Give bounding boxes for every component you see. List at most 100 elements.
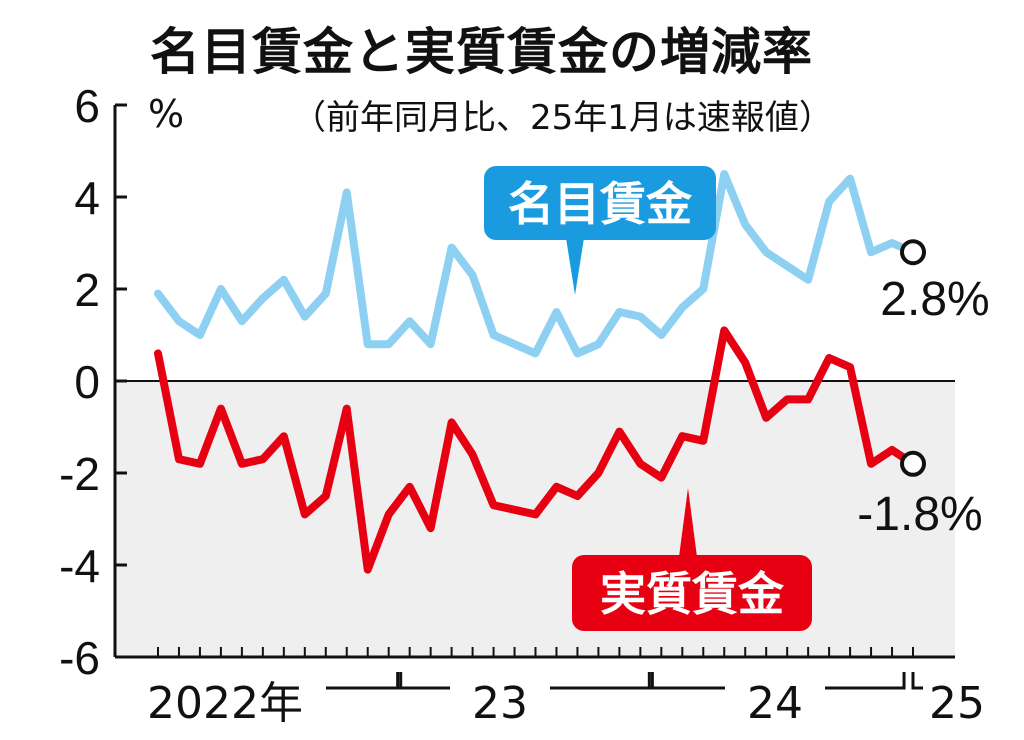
nominal-wage-point [700, 286, 707, 292]
nominal-wage-point [679, 304, 686, 311]
y-tick-label: 0 [74, 356, 100, 408]
real-wage-point [217, 405, 224, 412]
real-callout-label: 実質賃金 [600, 567, 785, 621]
real-wage-point [490, 502, 497, 509]
x-group-bracket [326, 672, 403, 690]
real-wage-point [511, 506, 518, 513]
negative-region-shading [115, 381, 955, 657]
y-tick-label: 4 [74, 172, 100, 224]
nominal-wage-point [616, 309, 623, 315]
x-group-bracket [911, 672, 923, 690]
real-wage-point [385, 511, 392, 518]
nominal-wage-point [742, 221, 749, 228]
real-wage-point [889, 447, 896, 453]
nominal-wage-point [406, 318, 413, 325]
real-wage-point [364, 566, 371, 573]
real-wage-point [343, 405, 350, 412]
real-wage-point [742, 359, 749, 366]
nominal-wage-point [595, 341, 602, 348]
x-group-label: 23 [472, 678, 528, 729]
real-wage-point [721, 327, 728, 334]
x-group-bracket [396, 672, 450, 690]
real-wage-point [700, 437, 707, 444]
nominal-wage-point [490, 332, 497, 338]
nominal-wage-point [343, 189, 350, 196]
nominal-wage-point [532, 350, 539, 357]
nominal-wage-point [763, 249, 770, 256]
real-wage-point [679, 433, 686, 440]
real-wage-point [238, 460, 245, 467]
nominal-end-marker [900, 239, 926, 266]
real-wage-point [322, 493, 329, 499]
nominal-wage-point [637, 313, 644, 320]
x-group-bracket [647, 672, 725, 690]
real-wage-point [406, 483, 413, 490]
x-group-label: 25 [929, 678, 985, 729]
x-group-bracket [550, 672, 654, 690]
nominal-wage-point [364, 341, 371, 348]
nominal-wage-point [805, 276, 812, 283]
real-wage-point [155, 350, 161, 357]
real-wage-point [595, 470, 602, 476]
nominal-wage-point [238, 318, 245, 325]
nominal-wage-point [868, 249, 875, 256]
nominal-wage-point [301, 313, 308, 320]
real-wage-point [553, 483, 560, 490]
real-wage-point [448, 419, 455, 426]
real-wage-point [805, 396, 812, 403]
real-wage-point [637, 460, 644, 467]
real-wage-point [868, 460, 875, 467]
y-tick-label: -4 [59, 540, 100, 592]
real-wage-point [532, 511, 539, 518]
real-wage-point [175, 456, 182, 463]
x-group-bracket [825, 672, 906, 690]
real-callout-pointer [679, 488, 697, 557]
y-tick-label: -6 [59, 632, 100, 684]
nominal-callout-pointer [566, 238, 584, 295]
nominal-wage-point [721, 171, 728, 177]
real-end-marker [900, 450, 926, 477]
nominal-wage-point [280, 276, 287, 283]
nominal-wage-point [427, 341, 434, 348]
y-tick-label: 6 [74, 80, 100, 132]
real-wage-point [784, 396, 791, 403]
real-wage-point [574, 493, 581, 499]
nominal-wage-point [574, 350, 581, 357]
nominal-wage-point [826, 198, 833, 205]
nominal-wage-point [847, 175, 854, 182]
nominal-wage-point [889, 240, 896, 246]
nominal-wage-point [196, 332, 203, 338]
real-wage-point [847, 364, 854, 371]
real-wage-point [301, 511, 308, 518]
real-callout-box [572, 555, 812, 631]
y-tick-label: -2 [59, 448, 100, 500]
real-wage-point [196, 460, 203, 467]
nominal-wage-point [155, 290, 161, 297]
real-end-label: -1.8% [857, 488, 982, 541]
real-wage-point [469, 451, 476, 458]
real-wage-point [658, 474, 665, 481]
nominal-callout-label: 名目賃金 [508, 177, 693, 231]
nominal-wage-point [259, 295, 266, 302]
real-wage-point [616, 428, 623, 435]
nominal-wage-point [385, 341, 392, 348]
x-group-label: 2022年 [147, 678, 303, 729]
y-tick-label: 2 [74, 264, 100, 316]
real-wage-point [280, 433, 287, 440]
nominal-wage-point [511, 341, 518, 348]
nominal-wage-point [175, 318, 182, 325]
x-group-label: 24 [747, 678, 803, 729]
nominal-end-label: 2.8% [880, 273, 989, 326]
nominal-wage-point [784, 263, 791, 269]
real-wage-point [427, 525, 434, 532]
nominal-wage-point [448, 244, 455, 251]
nominal-wage-point [322, 290, 329, 297]
nominal-callout-box [484, 166, 716, 240]
real-wage-point [259, 456, 266, 463]
nominal-wage-point [217, 286, 224, 292]
nominal-wage-point [469, 272, 476, 279]
nominal-wage-point [658, 332, 665, 338]
nominal-wage-point [553, 309, 560, 315]
real-wage-point [826, 355, 833, 361]
